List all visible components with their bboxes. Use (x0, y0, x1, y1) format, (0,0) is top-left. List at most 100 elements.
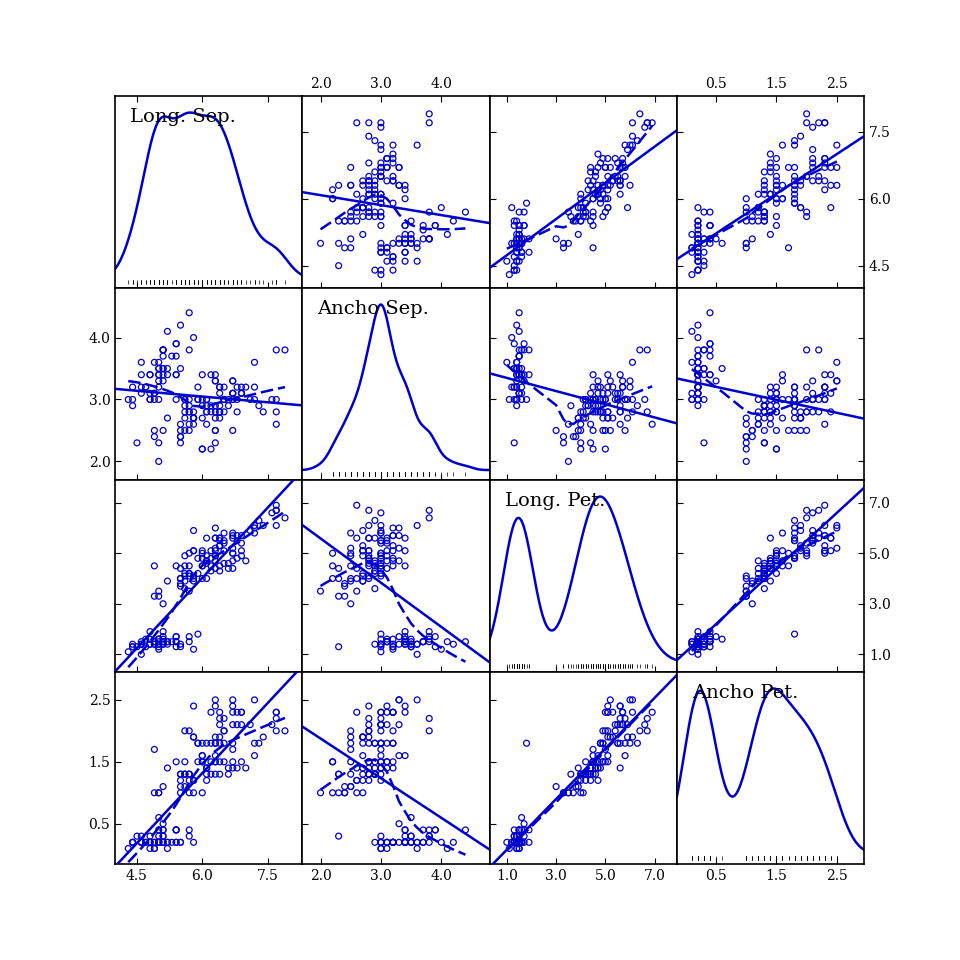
Point (142, 834, 157, 850)
Point (367, 556, 382, 571)
Point (738, 213, 754, 228)
Point (269, 517, 284, 533)
Point (147, 392, 162, 407)
Point (690, 632, 706, 647)
Point (745, 596, 760, 612)
Point (349, 773, 365, 788)
Point (787, 182, 803, 198)
Point (509, 379, 524, 395)
Point (578, 410, 593, 425)
Point (385, 723, 400, 738)
Point (502, 392, 517, 407)
Point (805, 392, 821, 407)
Point (603, 178, 618, 193)
Point (173, 766, 188, 781)
Point (221, 556, 236, 571)
Point (385, 641, 400, 657)
Point (617, 159, 633, 175)
Point (600, 748, 615, 763)
Point (355, 543, 371, 559)
Point (805, 173, 821, 188)
Point (221, 561, 236, 576)
Point (769, 392, 784, 407)
Point (684, 245, 700, 260)
Point (355, 573, 371, 588)
Point (385, 173, 400, 188)
Point (361, 543, 376, 559)
Point (608, 169, 623, 184)
Point (385, 146, 400, 161)
Point (367, 553, 382, 568)
Point (751, 392, 766, 407)
Point (181, 766, 197, 781)
Point (216, 543, 231, 559)
Point (207, 531, 223, 546)
Point (595, 151, 611, 166)
Point (561, 785, 576, 801)
Point (817, 173, 832, 188)
Point (264, 717, 279, 732)
Point (343, 548, 358, 564)
Point (598, 392, 613, 407)
Point (156, 343, 171, 358)
Point (186, 730, 202, 745)
Point (829, 373, 845, 389)
Point (173, 361, 188, 376)
Point (186, 410, 202, 425)
Point (168, 558, 183, 573)
Point (756, 581, 772, 596)
Point (133, 634, 149, 649)
Point (690, 632, 706, 647)
Point (199, 531, 214, 546)
Point (738, 588, 754, 604)
Point (568, 779, 584, 794)
Point (385, 558, 400, 573)
Point (507, 828, 522, 844)
Point (212, 379, 228, 395)
Point (403, 639, 419, 655)
Point (234, 386, 250, 401)
Point (684, 227, 700, 242)
Point (156, 823, 171, 838)
Point (608, 723, 623, 738)
Point (195, 785, 210, 801)
Point (799, 169, 814, 184)
Point (578, 204, 593, 220)
Point (787, 379, 803, 395)
Point (247, 525, 262, 540)
Point (600, 410, 615, 425)
Point (379, 705, 395, 720)
Point (769, 178, 784, 193)
Point (514, 386, 529, 401)
Point (684, 240, 700, 255)
Point (385, 528, 400, 543)
Point (186, 523, 202, 539)
Point (410, 834, 425, 850)
Point (168, 367, 183, 382)
Point (392, 235, 407, 251)
Point (212, 730, 228, 745)
Point (556, 435, 571, 450)
Point (269, 497, 284, 513)
Point (361, 553, 376, 568)
Point (590, 159, 606, 175)
Point (410, 834, 425, 850)
Point (625, 404, 640, 420)
Point (787, 379, 803, 395)
Point (690, 235, 706, 251)
Point (343, 730, 358, 745)
Point (600, 200, 615, 215)
Point (696, 343, 711, 358)
Point (225, 692, 240, 708)
Point (186, 417, 202, 432)
Point (829, 178, 845, 193)
Point (373, 735, 389, 751)
Point (151, 641, 166, 657)
Point (361, 766, 376, 781)
Point (385, 249, 400, 264)
Point (343, 240, 358, 255)
Point (373, 548, 389, 564)
Point (125, 639, 140, 655)
Point (509, 354, 524, 370)
Point (397, 823, 413, 838)
